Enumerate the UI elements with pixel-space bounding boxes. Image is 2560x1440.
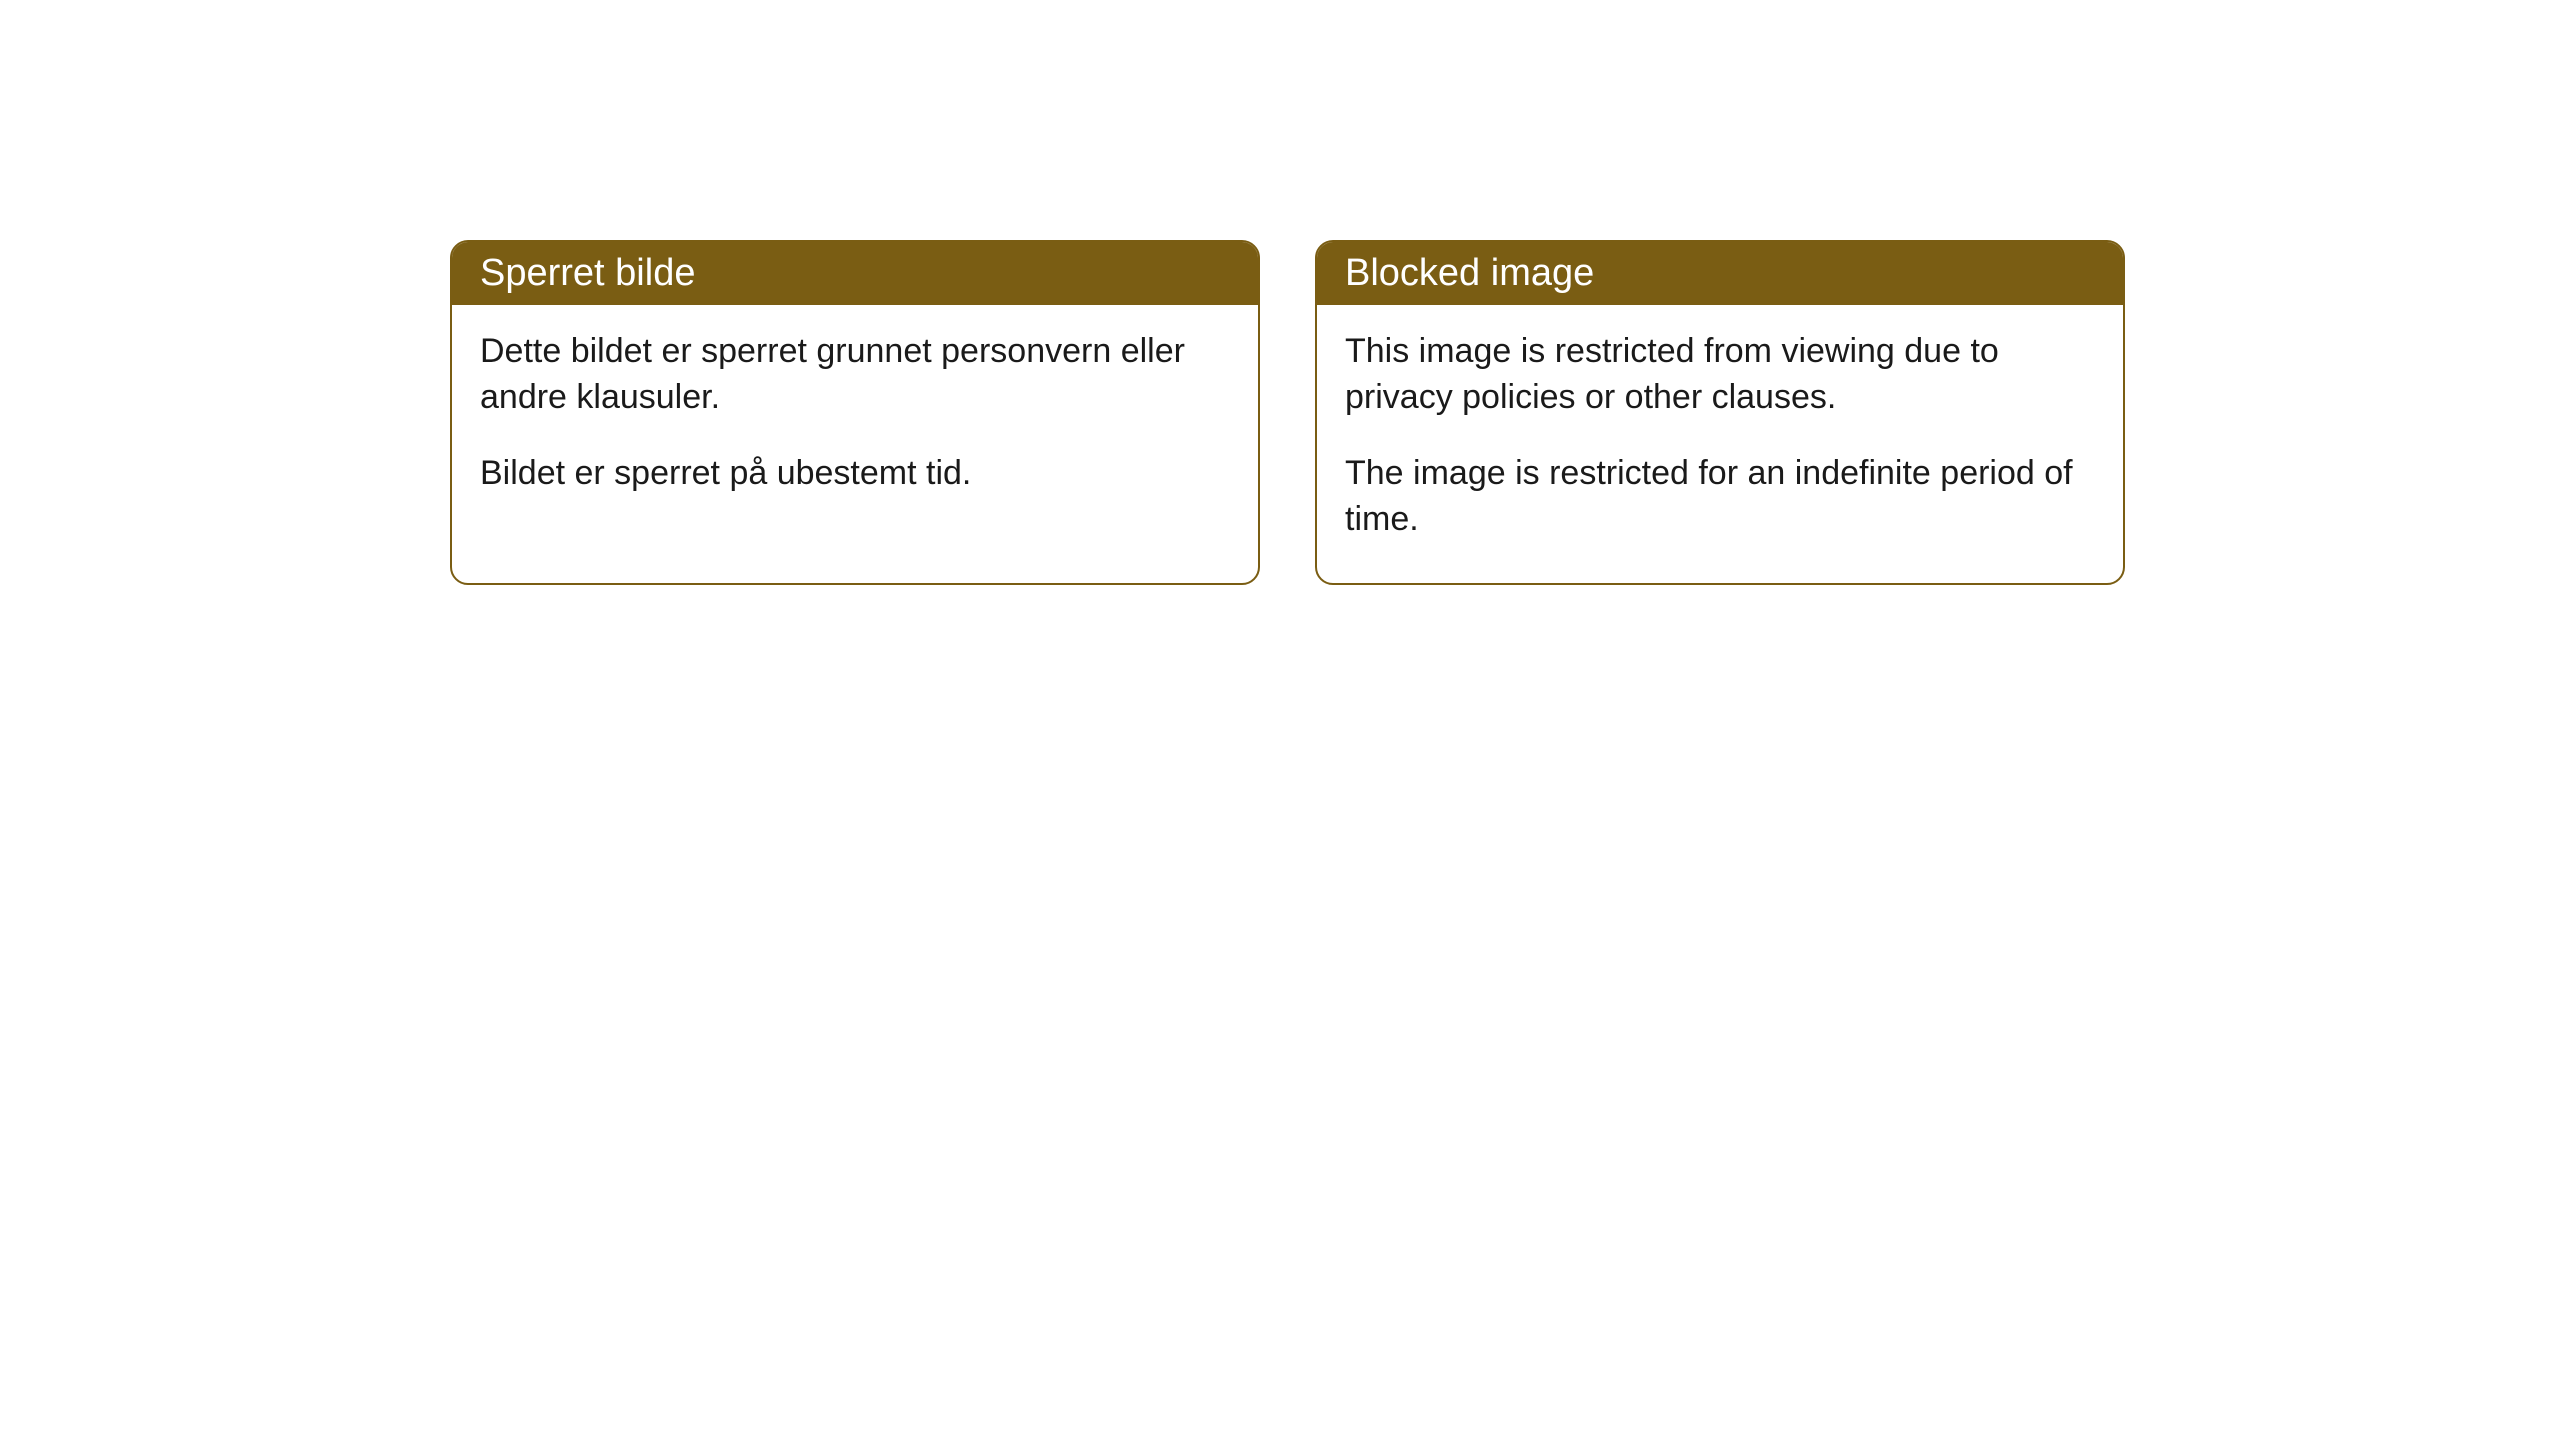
card-title-english: Blocked image	[1345, 252, 1594, 294]
card-paragraph2-english: The image is restricted for an indefinit…	[1345, 451, 2095, 543]
card-paragraph2-norwegian: Bildet er sperret på ubestemt tid.	[480, 451, 1230, 497]
card-english: Blocked image This image is restricted f…	[1315, 240, 2125, 585]
cards-container: Sperret bilde Dette bildet er sperret gr…	[450, 240, 2125, 585]
card-norwegian: Sperret bilde Dette bildet er sperret gr…	[450, 240, 1260, 585]
card-header-english: Blocked image	[1317, 242, 2123, 305]
card-paragraph1-norwegian: Dette bildet er sperret grunnet personve…	[480, 329, 1230, 421]
card-body-english: This image is restricted from viewing du…	[1317, 305, 2123, 583]
card-title-norwegian: Sperret bilde	[480, 252, 695, 294]
card-header-norwegian: Sperret bilde	[452, 242, 1258, 305]
card-paragraph1-english: This image is restricted from viewing du…	[1345, 329, 2095, 421]
card-body-norwegian: Dette bildet er sperret grunnet personve…	[452, 305, 1258, 537]
